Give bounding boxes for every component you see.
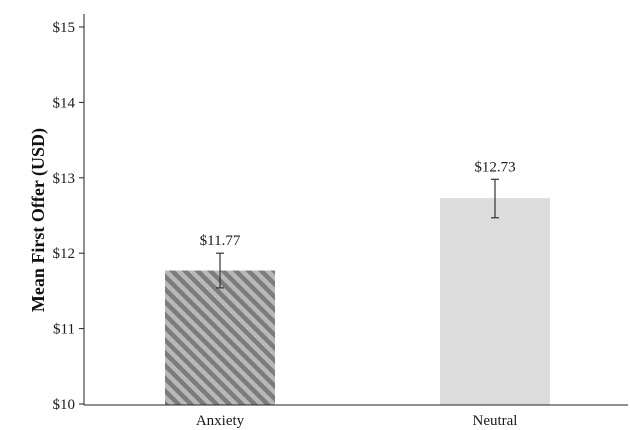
y-axis-label: Mean First Offer (USD) — [28, 128, 49, 312]
x-category-neutral: Neutral — [473, 413, 518, 429]
y-tick-label: $11 — [53, 322, 75, 338]
y-tick-label: $15 — [53, 20, 76, 36]
bar-neutral — [440, 198, 550, 405]
error-bars-group — [216, 178, 499, 289]
data-label-neutral: $12.73 — [474, 159, 515, 175]
y-tick-label: $12 — [53, 246, 76, 262]
x-category-anxiety: Anxiety — [196, 413, 245, 429]
y-tick-label: $10 — [53, 397, 76, 413]
bars-group — [165, 198, 550, 405]
data-labels-group: $11.77 $12.73 — [200, 159, 516, 249]
data-label-anxiety: $11.77 — [200, 233, 241, 249]
bar-anxiety — [165, 270, 275, 405]
y-tick-label: $14 — [53, 95, 76, 111]
y-tick-label: $13 — [53, 171, 76, 187]
x-axis-categories: Anxiety Neutral — [196, 413, 518, 429]
y-axis-ticks: $10 $11 $12 $13 $14 $15 — [53, 20, 84, 413]
